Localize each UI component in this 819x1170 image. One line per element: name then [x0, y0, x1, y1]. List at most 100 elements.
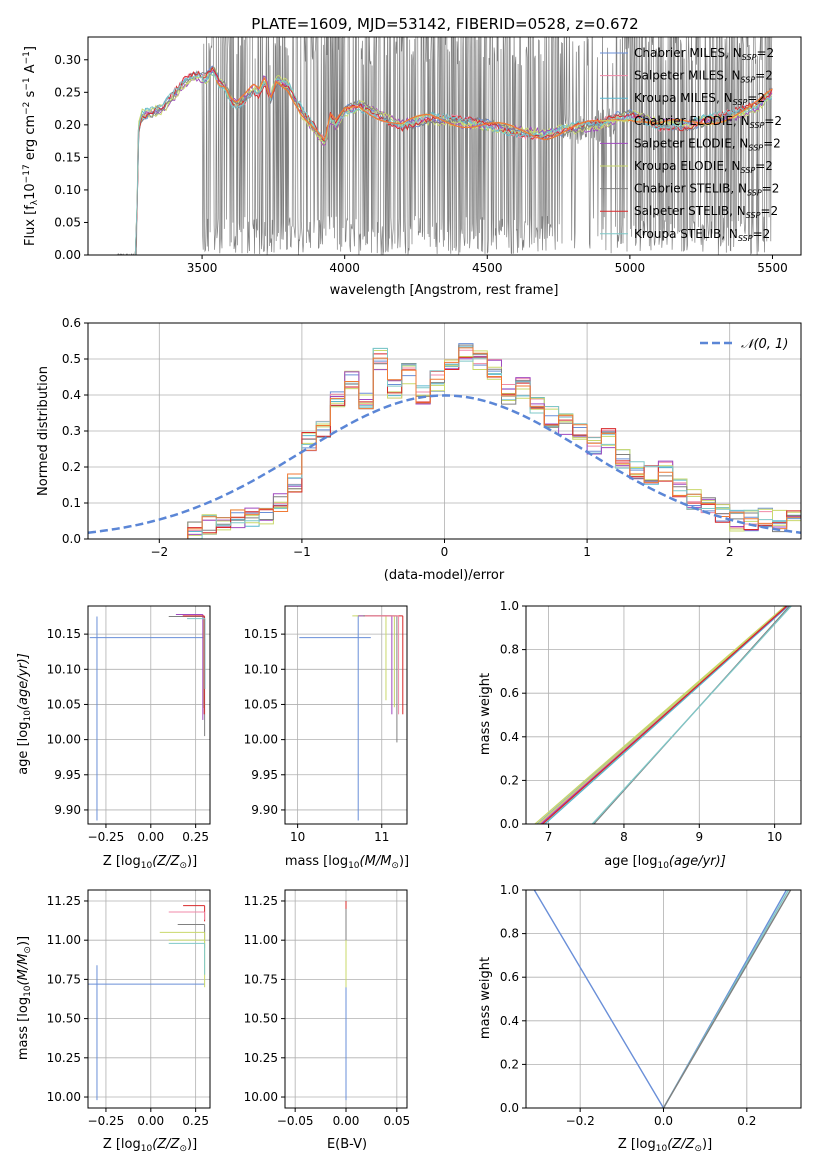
residuals-panel: −2 −1 0 1 2 0.0 0.1 0.2 0.3 0.4 0.5 0.6 𝒩(0, 1): [62, 316, 802, 559]
x-tick-label: 1: [583, 545, 591, 559]
estimate-marker-2: [356, 615, 395, 708]
x-tick-label: 0.05: [383, 1114, 410, 1128]
axis-ticks: −0.2 0.0 0.2 0.0 0.2 0.4 0.6 0.8 1.0: [500, 883, 756, 1128]
y-tick-label: 10.75: [244, 972, 278, 986]
x-tick-label: 0.25: [182, 1114, 209, 1128]
x-tick-label: 10: [767, 830, 782, 844]
legend-label: Salpeter STELIB, NSSP=2: [634, 204, 778, 220]
legend-label-sub: SSP: [746, 211, 761, 220]
axis-ticks: −0.25 0.00 0.25 10.00 10.25 10.50 10.75 11.00 11…: [47, 894, 209, 1128]
y-tick-label: 9.90: [251, 803, 278, 817]
y-tick-label: 10.25: [47, 1051, 81, 1065]
legend-label: 𝒩(0, 1): [741, 337, 788, 352]
mass-vs-ebv-xlabel: E(B-V): [327, 1137, 367, 1152]
y-tick-label: 10.00: [244, 1090, 278, 1104]
estimate-marker-7: [168, 942, 206, 975]
y-tick-label: 10.10: [244, 662, 278, 676]
y-tick-label: 10.00: [244, 733, 278, 747]
x-tick-label: 10: [290, 830, 305, 844]
legend-label-name: Chabrier STELIB, N: [634, 182, 747, 196]
y-tick-label: 0.6: [62, 316, 81, 330]
y-tick-label: 1.0: [500, 883, 519, 897]
massweight-vs-age-panel: 7 8 9 10 0.0 0.2 0.4 0.6 0.8 1.0: [500, 599, 802, 844]
legend-label-sub: SSP: [741, 166, 756, 175]
residual-histogram-1: [187, 343, 801, 539]
x-tick-label: 0: [441, 545, 449, 559]
y-tick-label: 0.2: [500, 773, 519, 787]
axes-frame: [87, 36, 802, 256]
grid-lines: [88, 606, 210, 824]
axes-frame: [525, 889, 802, 1109]
legend-label-name: Salpeter ELODIE, N: [634, 136, 748, 150]
legend-label-tail: =2: [747, 91, 765, 105]
massweight-vs-age-xlabel: age [log10(age/yr)]: [604, 854, 726, 871]
y-tick-label: 10.00: [47, 733, 81, 747]
legend-label-name: Salpeter MILES, N: [634, 69, 741, 83]
legend-label-tail: =2: [764, 114, 782, 128]
estimate-marker-2: [168, 939, 206, 988]
estimate-marker-3: [183, 905, 206, 922]
y-tick-label: 10.75: [47, 972, 81, 986]
plot-area: [88, 905, 206, 1101]
y-tick-label: 10.50: [47, 1012, 81, 1026]
massweight-age-line-4: [534, 606, 786, 824]
spectrum-data-line: [116, 37, 773, 255]
legend-label-name: Salpeter STELIB, N: [634, 204, 746, 218]
y-tick-label: 0.3: [62, 424, 81, 438]
legend-label-tail: =2: [756, 46, 774, 60]
y-tick-label: 11.00: [244, 933, 278, 947]
x-tick-label: 0.2: [737, 1114, 756, 1128]
x-tick-label: 9: [695, 830, 703, 844]
massweight-age-line-9: [591, 606, 792, 824]
y-tick-label: 0.00: [54, 248, 81, 262]
residual-histogram-3: [187, 346, 801, 539]
axes-frame: [87, 889, 211, 1109]
y-tick-label: 9.90: [54, 803, 81, 817]
y-tick-label: 10.05: [244, 697, 278, 711]
legend-label: Kroupa ELODIE, NSSP=2: [634, 159, 773, 175]
legend-label: Salpeter ELODIE, NSSP=2: [634, 136, 781, 152]
grid-lines: [285, 606, 407, 824]
axes-frame: [87, 322, 802, 540]
y-tick-label: 0.05: [54, 215, 81, 229]
x-tick-label: −0.25: [88, 830, 125, 844]
mass-vs-z-xlabel: Z [log10(Z/Z⊙)]: [103, 1137, 197, 1154]
estimate-marker-2: [171, 616, 205, 708]
massweight-z-line-3: [662, 890, 792, 1108]
y-tick-label: 9.95: [251, 768, 278, 782]
y-tick-label: 11.00: [47, 933, 81, 947]
best-fit-line: [215, 76, 773, 141]
y-tick-label: 0.2: [62, 460, 81, 474]
massweight-age-line-8: [542, 606, 788, 824]
y-tick-label: 0.8: [500, 927, 519, 941]
massweight-vs-age-ylabel: mass weight: [478, 673, 493, 755]
estimate-marker-1: [299, 616, 371, 821]
legend-label-sub: SSP: [733, 98, 748, 107]
axes-frame: [284, 889, 408, 1109]
legend-label-name: Kroupa MILES, N: [634, 91, 733, 105]
legend-label-sub: SSP: [747, 189, 762, 198]
x-tick-label: 3500: [187, 261, 218, 275]
estimate-marker-4: [358, 615, 393, 715]
axis-ticks: −2 −1 0 1 2 0.0 0.1 0.2 0.3 0.4 0.5 0.6: [62, 316, 734, 559]
figure-title: PLATE=1609, MJD=53142, FIBERID=0528, z=0…: [251, 15, 638, 33]
age-vs-mass-xlabel: mass [log10(M/M⊙)]: [285, 854, 409, 871]
y-tick-label: 0.4: [62, 388, 81, 402]
massweight-vs-z-ylabel: mass weight: [478, 957, 493, 1039]
residuals-xlabel: (data-model)/error: [384, 568, 505, 583]
x-tick-label: −0.05: [277, 1114, 314, 1128]
residuals-legend: 𝒩(0, 1): [700, 337, 788, 352]
estimate-marker-5: [182, 615, 205, 715]
y-tick-label: 0.0: [500, 1101, 519, 1115]
massweight-age-line-3: [544, 606, 789, 824]
axis-ticks: −0.05 0.00 0.05 10.00 10.25 10.50 10.75 11.00 11…: [244, 894, 411, 1128]
y-tick-label: 10.10: [47, 662, 81, 676]
y-tick-label: 0.6: [500, 686, 519, 700]
y-tick-label: 0.4: [500, 730, 519, 744]
grid-lines: [526, 889, 801, 1109]
estimate-marker-6: [187, 618, 206, 689]
mass-vs-ebv-panel: −0.05 0.00 0.05 10.00 10.25 10.50 10.75 11.00 11…: [244, 889, 411, 1128]
axes-frame: [284, 605, 408, 825]
